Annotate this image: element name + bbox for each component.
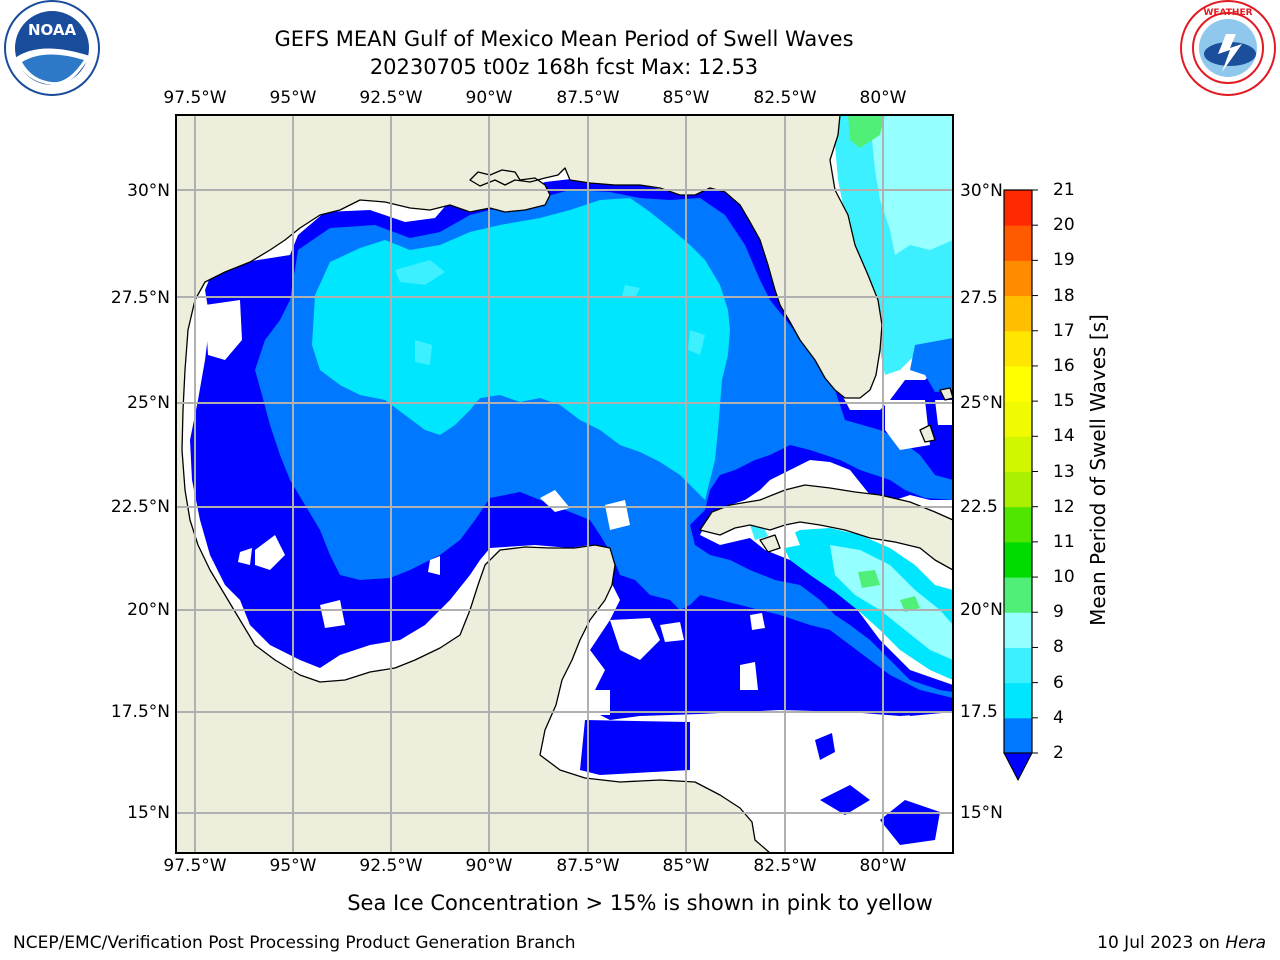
- colorbar-tick-label: 14: [1053, 426, 1075, 447]
- nws-logo-ring-text: WEATHER: [1203, 8, 1252, 18]
- colorbar-segment: [1004, 577, 1032, 613]
- colorbar-tick-label: 12: [1053, 496, 1075, 517]
- lon-label-top-82-5w: 82.5°W: [753, 88, 817, 108]
- colorbar-tick-label: 18: [1053, 285, 1075, 306]
- nws-logo: WEATHER: [1180, 0, 1276, 96]
- lon-label-bottom-92-5w: 92.5°W: [359, 856, 423, 876]
- footer-date-text: 10 Jul 2023 on: [1097, 933, 1226, 953]
- lon-label-top-87-5w: 87.5°W: [556, 88, 620, 108]
- lat-label-right-17-5: 17.5: [960, 702, 998, 722]
- colorbar-tick-label: 21: [1053, 180, 1075, 200]
- colorbar-tick-label: 15: [1053, 391, 1075, 412]
- lon-label-bottom-85w: 85°W: [662, 856, 710, 876]
- colorbar-segment: [1004, 436, 1032, 472]
- lat-label-right-20n: 20°N: [960, 600, 1003, 620]
- colorbar-segment: [1004, 471, 1032, 508]
- colorbar-tick-label: 8: [1053, 637, 1064, 658]
- lat-label-left-20n: 20°N: [127, 600, 170, 620]
- swell-period-atlantic-light: [870, 115, 953, 255]
- colorbar-tick-label: 10: [1053, 567, 1075, 588]
- colorbar-tick-label: 2: [1053, 743, 1064, 763]
- colorbar-segment: [1004, 190, 1032, 226]
- lon-label-top-80w: 80°W: [859, 88, 907, 108]
- colorbar-segment: [1004, 717, 1032, 754]
- sea-ice-note: Sea Ice Concentration > 15% is shown in …: [0, 891, 1280, 915]
- lon-label-top-92-5w: 92.5°W: [359, 88, 423, 108]
- map-panel: [176, 115, 953, 853]
- lat-label-right-25n: 25°N: [960, 393, 1003, 413]
- lat-label-right-27-5: 27.5: [960, 288, 998, 308]
- lon-label-top-95w: 95°W: [269, 88, 317, 108]
- colorbar-tick-label: 19: [1053, 250, 1075, 271]
- lon-label-top-97-5w: 97.5°W: [163, 88, 227, 108]
- colorbar-segment: [1004, 541, 1032, 578]
- colorbar-under-arrow: [1003, 752, 1033, 782]
- colorbar-segment: [1004, 401, 1032, 437]
- lat-label-left-22-5n: 22.5°N: [110, 497, 170, 517]
- colorbar-segment: [1004, 506, 1032, 543]
- colorbar-segment: [1004, 225, 1032, 261]
- colorbar-segment: [1004, 647, 1032, 684]
- swell-period-caribbean-green: [858, 570, 920, 612]
- swell-period-atlantic-green: [848, 115, 885, 148]
- lon-label-bottom-87-5w: 87.5°W: [556, 856, 620, 876]
- lon-label-bottom-90w: 90°W: [465, 856, 513, 876]
- graticule: [176, 115, 953, 853]
- noaa-logo-text: NOAA: [28, 21, 77, 39]
- colorbar-segment: [1004, 295, 1032, 332]
- colorbar-tick-label: 4: [1053, 707, 1064, 728]
- colorbar-segment: [1004, 612, 1032, 648]
- lon-label-bottom-82-5w: 82.5°W: [753, 856, 817, 876]
- footer-credit: NCEP/EMC/Verification Post Processing Pr…: [13, 933, 576, 953]
- lat-label-right-22-5: 22.5: [960, 497, 998, 517]
- colorbar-segment: [1004, 365, 1032, 402]
- lon-label-bottom-80w: 80°W: [859, 856, 907, 876]
- colorbar-tick-label: 13: [1053, 461, 1075, 482]
- chart-title: GEFS MEAN Gulf of Mexico Mean Period of …: [274, 27, 854, 51]
- footer-host: Hera: [1225, 933, 1266, 953]
- swell-period-6-8-patch: [395, 260, 705, 365]
- lon-label-top-85w: 85°W: [662, 88, 710, 108]
- swell-period-caribbean-cyan: [780, 528, 953, 680]
- colorbar-title: Mean Period of Swell Waves [s]: [1086, 314, 1110, 626]
- sea-ice-note-text: Sea Ice Concentration > 15% is shown in …: [347, 891, 933, 915]
- lon-label-bottom-95w: 95°W: [269, 856, 317, 876]
- colorbar-tick-label: 6: [1053, 672, 1064, 693]
- land-isle-of-youth: [759, 534, 781, 553]
- lat-label-left-30n: 30°N: [127, 181, 170, 201]
- colorbar-tick-label: 20: [1053, 215, 1075, 236]
- colorbar-segment: [1004, 260, 1032, 297]
- lon-label-top-90w: 90°W: [465, 88, 513, 108]
- lat-label-right-15n: 15°N: [960, 803, 1003, 823]
- map-frame: [175, 114, 954, 854]
- colorbar-segment: [1004, 330, 1032, 367]
- footer-date: 10 Jul 2023 on Hera: [1097, 933, 1266, 953]
- noaa-logo: NOAA: [4, 0, 100, 96]
- swell-period-atlantic-blue: [910, 338, 953, 392]
- colorbar-tick-label: 17: [1053, 320, 1075, 341]
- lat-label-left-25n: 25°N: [127, 393, 170, 413]
- land-north-america: [176, 115, 883, 853]
- colorbar-tick-label: 11: [1053, 531, 1075, 552]
- colorbar-tick-label: 16: [1053, 355, 1075, 376]
- lat-label-right-30n: 30°N: [960, 181, 1003, 201]
- chart-subtitle: 20230705 t00z 168h fcst Max: 12.53: [369, 55, 759, 79]
- colorbar: [1003, 189, 1038, 782]
- land-bahamas: [919, 387, 953, 443]
- colorbar-segment: [1004, 682, 1032, 719]
- lat-label-left-15n: 15°N: [127, 803, 170, 823]
- lat-label-left-17-5n: 17.5°N: [110, 702, 170, 722]
- lon-label-bottom-97-5w: 97.5°W: [163, 856, 227, 876]
- colorbar-tick-label: 9: [1053, 602, 1064, 623]
- lat-label-left-27-5n: 27.5°N: [110, 288, 170, 308]
